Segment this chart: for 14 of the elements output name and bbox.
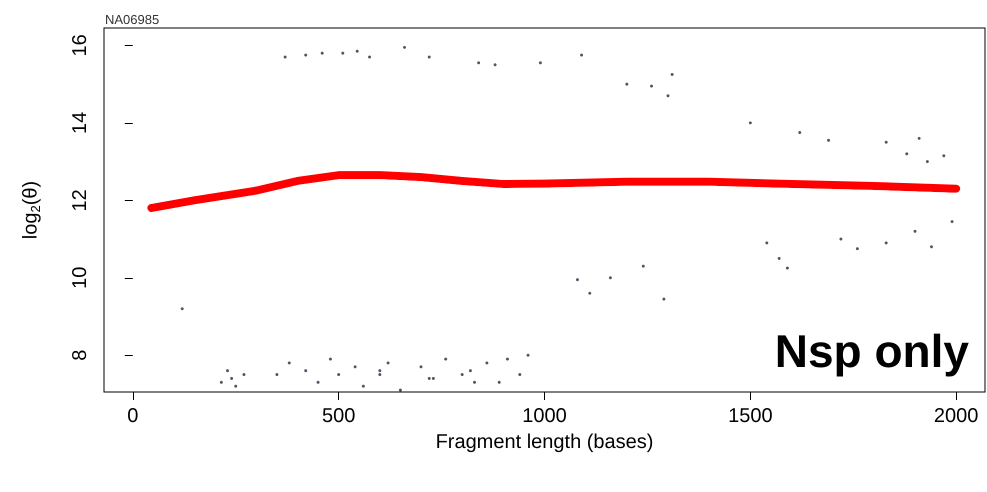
x-axis-title: Fragment length (bases) <box>436 431 654 453</box>
y-tick-label: 12 <box>69 189 91 212</box>
y-tick-label: 16 <box>69 34 91 57</box>
y-tick-label: 8 <box>69 350 91 361</box>
x-tick-label: 1000 <box>522 405 567 427</box>
x-tick-label: 1500 <box>728 405 773 427</box>
y-axis-title: log2(θ) <box>20 180 43 240</box>
x-tick-label: 500 <box>322 405 356 427</box>
text: NA06985 <box>105 12 160 27</box>
x-tick-label: 2000 <box>934 405 978 427</box>
y-tick-label: 10 <box>69 266 91 289</box>
x-tick-label: 0 <box>127 405 138 427</box>
y-tick-label: 14 <box>69 112 91 134</box>
annotation: Nsp only <box>774 325 970 377</box>
